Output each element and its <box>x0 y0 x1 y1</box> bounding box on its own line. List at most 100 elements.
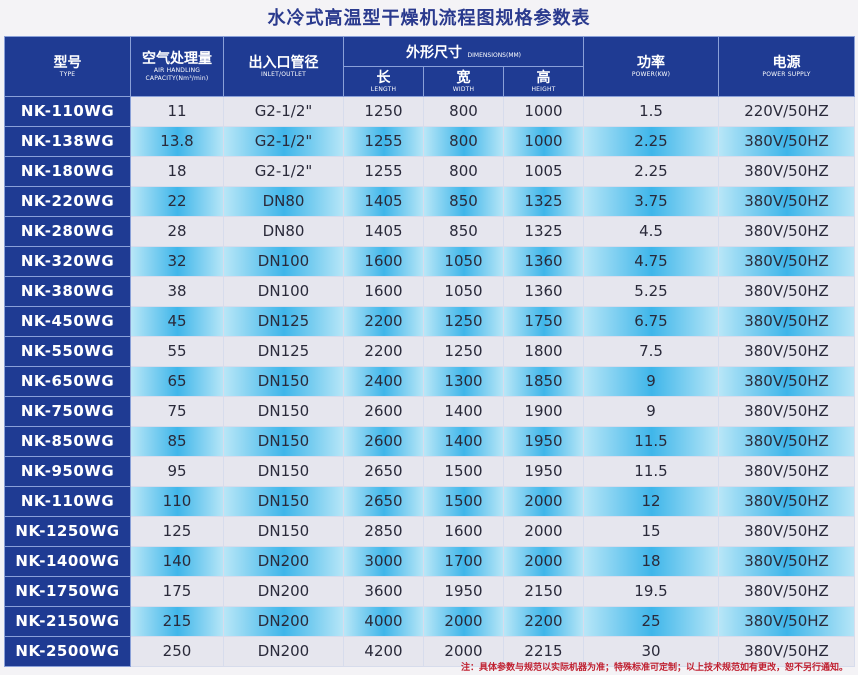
cell-height: 2000 <box>503 486 584 517</box>
header-inlet-outlet: 出入口管径 INLET/OUTLET <box>223 36 344 97</box>
cell-power: 9 <box>583 396 719 427</box>
cell-air-capacity: 65 <box>130 366 224 397</box>
cell-power: 1.5 <box>583 96 719 127</box>
cell-model: NK-2500WG <box>4 636 131 667</box>
table-row: NK-1250WG 125 DN150 2850 1600 2000 15 380V/50HZ <box>4 516 855 547</box>
header-height: 高 HEIGHT <box>503 66 584 97</box>
table-row: NK-750WG 75 DN150 2600 1400 1900 9 380V/50HZ <box>4 396 855 427</box>
cell-length: 1250 <box>343 96 424 127</box>
table-row: NK-950WG 95 DN150 2650 1500 1950 11.5 380V/50HZ <box>4 456 855 487</box>
cell-width: 1500 <box>423 486 504 517</box>
cell-height: 1325 <box>503 216 584 247</box>
cell-power: 11.5 <box>583 456 719 487</box>
cell-power: 15 <box>583 516 719 547</box>
cell-height: 1850 <box>503 366 584 397</box>
header-length: 长 LENGTH <box>343 66 424 97</box>
cell-height: 1800 <box>503 336 584 367</box>
cell-power: 11.5 <box>583 426 719 457</box>
cell-air-capacity: 11 <box>130 96 224 127</box>
cell-length: 1600 <box>343 246 424 277</box>
cell-power-supply: 380V/50HZ <box>718 456 855 487</box>
cell-width: 2000 <box>423 606 504 637</box>
cell-width: 800 <box>423 156 504 187</box>
cell-length: 1255 <box>343 126 424 157</box>
cell-length: 3000 <box>343 546 424 577</box>
cell-pipe-size: DN100 <box>223 276 344 307</box>
cell-pipe-size: DN150 <box>223 516 344 547</box>
cell-length: 2600 <box>343 426 424 457</box>
cell-height: 1000 <box>503 96 584 127</box>
cell-model: NK-650WG <box>4 366 131 397</box>
cell-air-capacity: 18 <box>130 156 224 187</box>
cell-width: 1300 <box>423 366 504 397</box>
cell-air-capacity: 95 <box>130 456 224 487</box>
cell-air-capacity: 215 <box>130 606 224 637</box>
cell-power-supply: 380V/50HZ <box>718 606 855 637</box>
cell-air-capacity: 32 <box>130 246 224 277</box>
cell-power: 5.25 <box>583 276 719 307</box>
cell-length: 4200 <box>343 636 424 667</box>
table-row: NK-220WG 22 DN80 1405 850 1325 3.75 380V/50HZ <box>4 186 855 217</box>
cell-pipe-size: DN150 <box>223 456 344 487</box>
cell-width: 1600 <box>423 516 504 547</box>
cell-pipe-size: DN200 <box>223 606 344 637</box>
cell-power-supply: 380V/50HZ <box>718 306 855 337</box>
cell-length: 2400 <box>343 366 424 397</box>
cell-power: 12 <box>583 486 719 517</box>
header-power: 功率 POWER(KW) <box>583 36 719 97</box>
footnote: 注：具体参数与规范以实际机器为准；特殊标准可定制；以上技术规范如有更改，恕不另行… <box>460 663 848 673</box>
cell-air-capacity: 13.8 <box>130 126 224 157</box>
cell-pipe-size: DN100 <box>223 246 344 277</box>
cell-model: NK-220WG <box>4 186 131 217</box>
header-width: 宽 WIDTH <box>423 66 504 97</box>
cell-length: 1405 <box>343 216 424 247</box>
cell-height: 1000 <box>503 126 584 157</box>
cell-height: 1325 <box>503 186 584 217</box>
cell-width: 850 <box>423 186 504 217</box>
cell-power: 4.5 <box>583 216 719 247</box>
cell-length: 4000 <box>343 606 424 637</box>
table-row: NK-2500WG 250 DN200 4200 2000 2215 30 380V/50HZ <box>4 636 855 667</box>
cell-power: 2.25 <box>583 126 719 157</box>
cell-air-capacity: 75 <box>130 396 224 427</box>
cell-length: 2850 <box>343 516 424 547</box>
cell-width: 800 <box>423 96 504 127</box>
table-row: NK-138WG 13.8 G2-1/2" 1255 800 1000 2.25 380V/5… <box>4 126 855 157</box>
cell-air-capacity: 38 <box>130 276 224 307</box>
cell-model: NK-138WG <box>4 126 131 157</box>
cell-length: 1600 <box>343 276 424 307</box>
cell-length: 2600 <box>343 396 424 427</box>
cell-pipe-size: DN200 <box>223 546 344 577</box>
cell-power-supply: 380V/50HZ <box>718 576 855 607</box>
cell-power-supply: 380V/50HZ <box>718 396 855 427</box>
cell-length: 1255 <box>343 156 424 187</box>
cell-height: 1750 <box>503 306 584 337</box>
cell-air-capacity: 110 <box>130 486 224 517</box>
cell-width: 2000 <box>423 636 504 667</box>
cell-height: 2000 <box>503 546 584 577</box>
cell-power: 25 <box>583 606 719 637</box>
header-dimensions: 外形尺寸 DIMENSIONS(MM) <box>343 36 584 67</box>
cell-height: 1950 <box>503 426 584 457</box>
table-row: NK-650WG 65 DN150 2400 1300 1850 9 380V/50HZ <box>4 366 855 397</box>
cell-length: 1405 <box>343 186 424 217</box>
spec-table: 型号 TYPE 空气处理量 AIR HANDLING CAPACITY(Nm³/… <box>4 36 855 667</box>
cell-pipe-size: DN150 <box>223 486 344 517</box>
table-row: NK-320WG 32 DN100 1600 1050 1360 4.75 380V/50HZ <box>4 246 855 277</box>
cell-height: 1900 <box>503 396 584 427</box>
cell-width: 1400 <box>423 426 504 457</box>
cell-power-supply: 380V/50HZ <box>718 426 855 457</box>
cell-pipe-size: G2-1/2" <box>223 96 344 127</box>
cell-power-supply: 380V/50HZ <box>718 156 855 187</box>
table-row: NK-2150WG 215 DN200 4000 2000 2200 25 380V/50HZ <box>4 606 855 637</box>
cell-power-supply: 380V/50HZ <box>718 486 855 517</box>
cell-power: 4.75 <box>583 246 719 277</box>
cell-height: 2215 <box>503 636 584 667</box>
cell-width: 1050 <box>423 276 504 307</box>
cell-air-capacity: 250 <box>130 636 224 667</box>
cell-power-supply: 380V/50HZ <box>718 246 855 277</box>
cell-air-capacity: 140 <box>130 546 224 577</box>
cell-power: 2.25 <box>583 156 719 187</box>
cell-power: 18 <box>583 546 719 577</box>
cell-power-supply: 380V/50HZ <box>718 276 855 307</box>
